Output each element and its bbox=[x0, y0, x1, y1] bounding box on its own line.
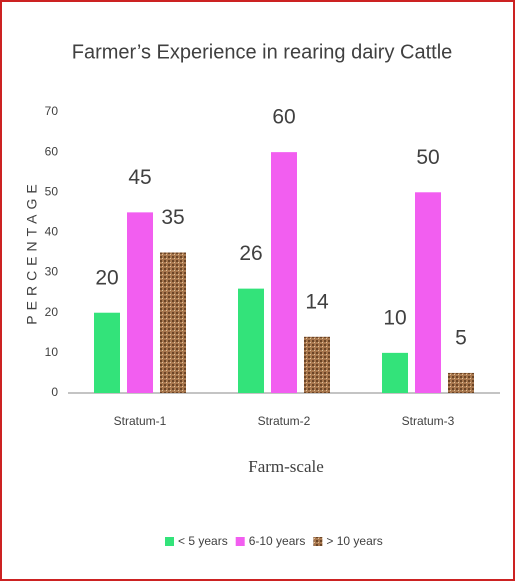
data-label: 50 bbox=[416, 146, 439, 169]
y-tick-label: 70 bbox=[45, 104, 59, 118]
y-tick-label: 10 bbox=[45, 345, 59, 359]
chart-title: Farmer’s Experience in rearing dairy Cat… bbox=[72, 41, 453, 63]
bar bbox=[127, 212, 153, 393]
data-label: 10 bbox=[383, 306, 406, 329]
x-tick-label: Stratum-2 bbox=[258, 414, 311, 428]
data-label: 35 bbox=[161, 206, 184, 229]
data-label: 20 bbox=[95, 266, 118, 289]
data-label: 45 bbox=[128, 166, 151, 189]
legend-swatch bbox=[313, 537, 323, 546]
y-tick-label: 20 bbox=[45, 305, 59, 319]
y-tick-label: 30 bbox=[45, 265, 59, 279]
data-label: 60 bbox=[272, 106, 295, 129]
bar bbox=[94, 312, 120, 393]
legend-swatch bbox=[235, 537, 245, 546]
bar bbox=[304, 336, 330, 393]
x-axis-label: Farm-scale bbox=[248, 457, 324, 476]
legend-label: 6-10 years bbox=[249, 534, 306, 548]
legend-label: > 10 years bbox=[326, 534, 382, 548]
x-tick-label: Stratum-1 bbox=[114, 414, 167, 428]
bar bbox=[415, 192, 441, 393]
y-tick-label: 60 bbox=[45, 144, 59, 158]
y-tick-label: 0 bbox=[51, 385, 58, 399]
x-tick-label: Stratum-3 bbox=[402, 414, 455, 428]
bar bbox=[238, 288, 264, 393]
y-axis-label: PERCENTAGE bbox=[24, 179, 40, 324]
bar bbox=[448, 372, 474, 393]
data-label: 26 bbox=[239, 242, 262, 265]
data-label: 14 bbox=[305, 290, 329, 313]
data-label: 5 bbox=[455, 326, 467, 349]
bar bbox=[271, 152, 297, 393]
y-tick-label: 40 bbox=[45, 225, 59, 239]
legend-swatch bbox=[165, 537, 174, 546]
y-tick-label: 50 bbox=[45, 184, 59, 198]
bar bbox=[160, 252, 186, 393]
legend-label: < 5 years bbox=[178, 534, 228, 548]
bar bbox=[382, 352, 408, 393]
